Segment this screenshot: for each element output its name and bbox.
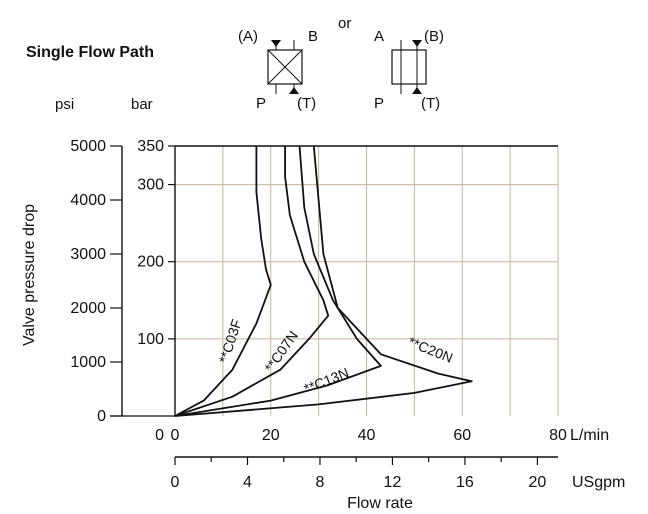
series-label: **C20N — [406, 333, 455, 365]
bar-unit-label: bar — [131, 96, 153, 113]
usgpm-tick-label: 12 — [384, 474, 402, 491]
series-line — [174, 145, 382, 417]
or-label: or — [338, 15, 351, 32]
symbol2-top-left: A — [374, 28, 384, 45]
psi-tick-label: 5000 — [70, 138, 106, 155]
x-tick-label: 80 — [549, 427, 567, 444]
series-label: **C03F — [216, 317, 245, 365]
usgpm-unit-label: USgpm — [572, 474, 625, 491]
symbol1-bottom-right: (T) — [297, 95, 316, 112]
symbol1-top-right: B — [308, 28, 318, 45]
symbol2-top-right: (B) — [424, 28, 444, 45]
symbol2-bottom-right: (T) — [421, 95, 440, 112]
series-label: **C13N — [302, 364, 351, 396]
psi-tick-label: 3000 — [70, 246, 106, 263]
psi-tick-label: 4000 — [70, 192, 106, 209]
usgpm-tick-label: 16 — [456, 474, 474, 491]
grid — [174, 145, 559, 416]
series-line — [174, 146, 272, 417]
valve-symbol-straight: A (B) P (T) — [374, 28, 444, 112]
x-tick-label: 0 — [171, 427, 180, 444]
psi-tick-label: 0 — [97, 408, 106, 425]
symbol1-bottom-left: P — [256, 95, 266, 112]
x-tick-label: 40 — [358, 427, 376, 444]
y-zero-label: 0 — [155, 427, 164, 444]
chart-title: Single Flow Path — [26, 44, 154, 61]
port-block-icon — [412, 87, 422, 94]
x-tick-label: 20 — [262, 427, 280, 444]
series-line — [174, 145, 473, 417]
lmin-unit-label: L/min — [570, 427, 609, 444]
usgpm-tick-label: 4 — [243, 474, 252, 491]
port-block-icon — [271, 40, 281, 47]
y-axis-title: Valve pressure drop — [21, 204, 38, 346]
psi-tick-label: 1000 — [70, 354, 106, 371]
symbol2-bottom-left: P — [374, 95, 384, 112]
usgpm-tick-label: 0 — [171, 474, 180, 491]
valve-symbol-crossed: (A) B P (T) — [238, 28, 318, 112]
bar-tick-label: 350 — [137, 138, 164, 155]
symbol-cross-line — [267, 49, 303, 85]
symbol1-top-left: (A) — [238, 28, 258, 45]
bar-tick-label: 300 — [137, 177, 164, 194]
usgpm-tick-label: 8 — [316, 474, 325, 491]
port-block-icon — [412, 40, 422, 47]
bar-tick-label: 100 — [137, 331, 164, 348]
symbol-box — [267, 49, 303, 85]
x-axis-title: Flow rate — [347, 495, 413, 512]
series-line — [174, 146, 330, 417]
bar-tick-label: 200 — [137, 254, 164, 271]
symbol-box — [391, 49, 427, 85]
psi-tick-label: 2000 — [70, 300, 106, 317]
series: **C03F **C07N**C13N**C20N — [174, 145, 473, 417]
psi-unit-label: psi — [55, 96, 74, 113]
usgpm-tick-label: 20 — [529, 474, 547, 491]
x-tick-label: 60 — [453, 427, 471, 444]
port-block-icon — [289, 87, 299, 94]
